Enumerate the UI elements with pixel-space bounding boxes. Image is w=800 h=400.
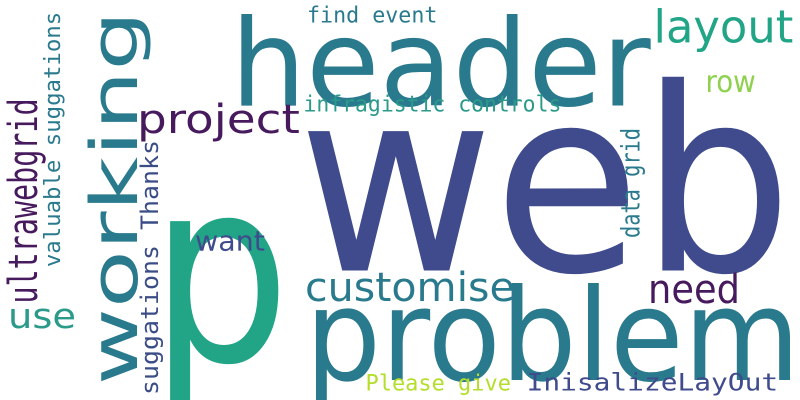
word-ultrawebgrid: ultrawebgrid [0, 97, 48, 304]
word-header: header [229, 0, 651, 135]
word-valuable-suggations: valuable suggations [40, 11, 66, 268]
word-need: need [647, 267, 740, 313]
word-please-give: Please give [365, 369, 511, 397]
word-web: web [297, 33, 793, 331]
word-data-grid: data grid [615, 127, 647, 239]
word-infragistic-controls: infragistic controls [302, 90, 561, 118]
word-find-event: find event [307, 1, 438, 29]
word-row: row [704, 65, 756, 101]
word-project: project [136, 97, 300, 143]
word-use: use [7, 297, 76, 337]
word-problem: problem [305, 261, 800, 400]
word-layout: layout [653, 1, 793, 54]
word-customise: customise [305, 265, 515, 311]
word-inisalize-layout: InisalizeLayOut [526, 369, 778, 398]
word-p: p [150, 123, 291, 400]
word-want: want [194, 225, 265, 259]
word-suggations-thanks: suggations Thanks [135, 140, 164, 395]
